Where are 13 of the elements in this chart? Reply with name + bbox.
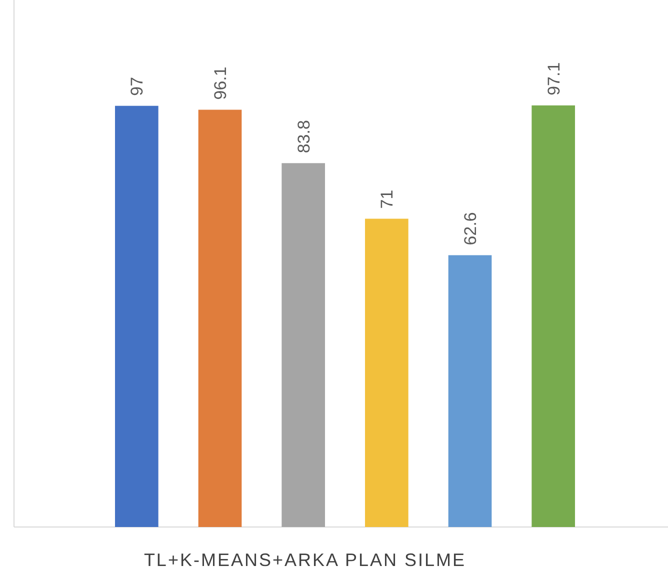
bar	[532, 105, 575, 527]
bar	[365, 218, 408, 527]
bar	[115, 106, 158, 527]
x-axis-title: TL+K-MEANS+ARKA PLAN SILME	[144, 550, 466, 570]
bar	[448, 255, 492, 527]
data-label: 97.1	[544, 62, 564, 96]
data-label: 97	[128, 76, 147, 96]
data-label: 62.6	[461, 212, 480, 246]
bar	[282, 163, 325, 527]
data-label: 96.1	[211, 66, 230, 100]
bar	[198, 110, 242, 527]
data-label: 83.8	[294, 120, 314, 154]
data-label: 71	[378, 190, 397, 209]
